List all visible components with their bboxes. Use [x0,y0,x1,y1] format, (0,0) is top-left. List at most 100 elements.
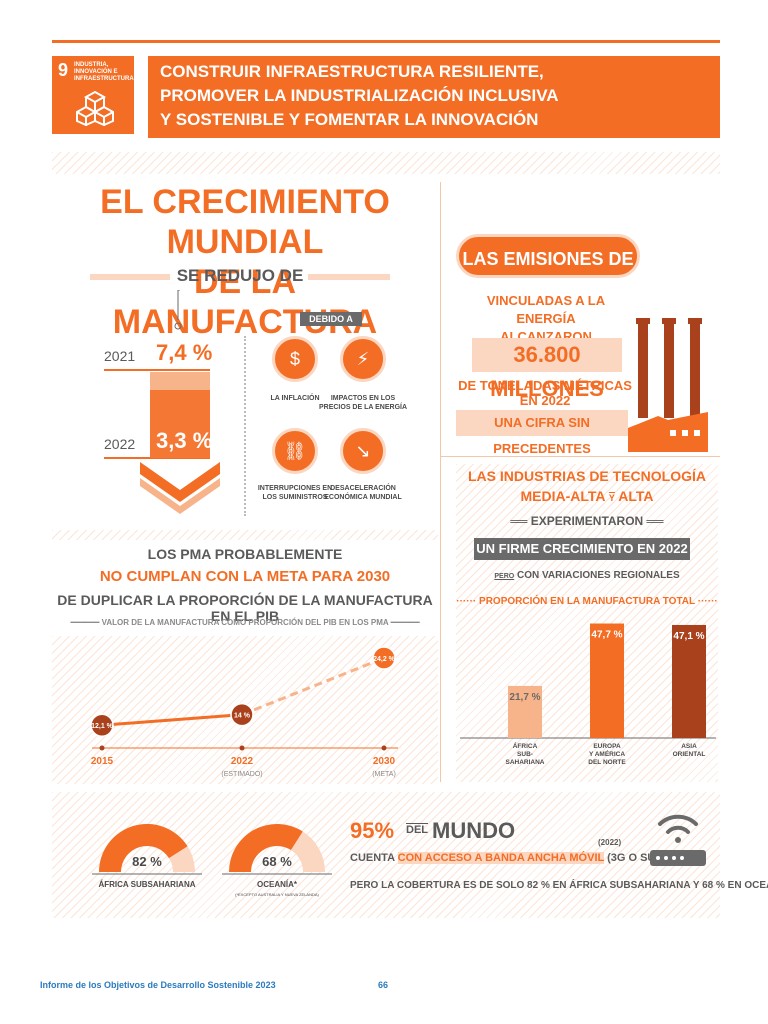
emissions-pill: LAS EMISIONES DE CO2 [456,234,640,317]
data-point [230,702,254,727]
goal-title-line: CONSTRUIR INFRAESTRUCTURA RESILIENTE, [160,62,544,81]
decorative-hatch-band [52,530,438,540]
column-separator [440,182,441,782]
gauge-value: 82 % [132,854,162,869]
subtitle-rule [308,274,390,280]
industries-growth-band: UN FIRME CRECIMIENTO EN 2022 [474,538,690,560]
goal-title-line: PROMOVER LA INDUSTRIALIZACIÓN INCLUSIVA [160,86,559,105]
gauge-africa: 82 % [92,824,202,875]
value-2022: 3,3 % [156,428,213,453]
sdg-goal-label: INDUSTRIA, INNOVACIÓN E INFRAESTRUCTURA [74,62,134,82]
header-title-band: CONSTRUIR INFRAESTRUCTURA RESILIENTE, PR… [148,56,720,138]
top-rule [52,40,720,43]
causes-tag: DEBIDO A [300,312,362,326]
broadband-line: CUENTA CON ACCESO A BANDA ANCHA MÓVIL (3… [350,852,701,864]
cubes-icon [76,90,114,126]
data-point-label: 24,2 % [373,656,396,663]
wifi-router-icon [650,814,706,866]
decorative-hatch-band [52,152,720,174]
data-point [372,646,396,670]
gauge-fill [229,824,303,872]
broadband-mundo: MUNDO [432,818,516,843]
ldc-chart-caption-text: VALOR DE LA MANUFACTURA COMO PROPORCIÓN … [101,618,389,627]
economic-slowdown-icon: ↘ [340,428,386,474]
cause-label: IMPACTOS EN LOS PRECIOS DE LA ENERGÍA [318,395,408,411]
broadband-line-a: CUENTA [350,852,395,864]
industries-variations-pero: PERO [494,573,515,580]
axis-tick [239,745,245,751]
subtitle-rule [90,274,170,280]
bar-value-label: 21,7 % [509,692,540,703]
industries-title-part: MEDIA-ALTA [520,488,605,504]
x-tick-label: 2015 [91,756,114,767]
data-point [90,713,114,737]
line-series-actual [101,713,243,727]
emissions-value: 36.800 MILLONES [472,338,622,401]
emissions-note: UNA CIFRA SIN PRECEDENTES [456,410,628,456]
industries-variations: PERO CON VARIACIONES REGIONALES [456,570,718,581]
manufacture-title-line: EL CRECIMIENTO MUNDIAL [100,183,390,261]
industries-experienced-text: EXPERIMENTARON [530,514,644,528]
cause-label: DESACELERACIÓN ECONÓMICA MUNDIAL [324,485,402,501]
industries-title: LAS INDUSTRIAS DE TECNOLOGÍA MEDIA-ALTA … [456,466,718,508]
goal-title-line: Y SOSTENIBLE Y FOMENTAR LA INNOVACIÓN [160,110,539,129]
broken-chain-icon: ⛓ [272,428,318,474]
industries-experienced: ══ EXPERIMENTARON ══ [510,514,664,528]
industries-share-label: ······ PROPORCIÓN EN LA MANUFACTURA TOTA… [456,596,718,607]
ldc-chart-caption: ━━━━━━ VALOR DE LA MANUFACTURA COMO PROP… [70,618,420,627]
footer-report-title: Informe de los Objetivos de Desarrollo S… [40,980,276,990]
data-point-label: 14 % [234,713,251,720]
bar-value-label: 47,7 % [591,630,622,641]
ldc-line: LOS PMA PROBABLEMENTE [147,546,343,562]
value-2021: 7,4 % [156,340,213,365]
industries-title-conj: Y [608,493,615,503]
industries-title-line: LAS INDUSTRIAS DE TECNOLOGÍA [467,468,706,484]
broadband-coverage-note: PERO LA COBERTURA ES DE SOLO 82 % EN ÁFR… [350,880,768,891]
industries-title-line: MEDIA-ALTA Y ALTA [456,486,718,508]
gauge-fill [99,824,188,872]
goal-title: CONSTRUIR INFRAESTRUCTURA RESILIENTE, PR… [160,60,559,132]
manufacture-title: EL CRECIMIENTO MUNDIAL DE LA MANUFACTURA [60,182,430,342]
emissions-pill-text: LAS EMISIONES DE CO [462,249,634,313]
manufacture-subtitle: SE REDUJO DE [176,266,304,285]
emissions-pill-subscript: 2 [558,302,565,317]
decline-arrow-graphic [104,290,220,514]
ldc-line-highlight: NO CUMPLAN CON LA META PARA 2030 [99,568,391,585]
broadband-panel [52,792,720,918]
energy-price-icon: ⚡ [340,336,386,382]
broadband-del: DEL [406,824,428,836]
gauge-oceania-note: (*EXCEPTO AUSTRALIA Y NUEVA ZELANDA) [235,892,319,897]
ldc-line: DE DUPLICAR LA PROPORCIÓN DE LA MANUFACT… [57,592,433,624]
gauge-oceania: 68 % [222,824,332,875]
cause-label: INTERRUPCIONES EN LOS SUMINISTROS [257,485,333,501]
sdg-goal-number: 9 [58,60,69,80]
bar-value-label: 47,1 % [673,631,704,642]
bar [590,623,624,738]
dotted-divider [244,336,246,516]
cause-label: LA INFLACIÓN [270,395,320,402]
emissions-unit: DE TONELADAS MÉTRICAS EN 2022 [458,378,632,408]
bar [672,624,706,738]
bar-category-label: ASIA ORIENTAL [673,743,706,758]
data-point-label: 12,1 % [91,723,114,730]
gauge-africa-label: ÁFRICA SUBSAHARIANA [98,880,196,889]
x-tick-note: (ESTIMADO) [221,771,262,778]
bar [508,685,542,738]
axis-tick [99,745,105,751]
sdg-goal-badge: 9 INDUSTRIA, INNOVACIÓN E INFRAESTRUCTUR… [52,56,134,134]
axis-tick [381,745,387,751]
row-separator [440,456,720,457]
x-tick-note: (META) [372,771,396,778]
year-2022-label: 2022 [104,436,136,452]
ldc-manufacturing-line-chart: 12,1 % 2015 14 % 2022 (ESTIMADO) 24,2 % 2030 (M… [52,636,438,784]
line-series-projected [241,656,385,717]
broadband-year: (2022) [598,838,622,847]
gauge-oceania-label: OCEANÍA* [256,880,297,889]
broadband-percent: 95% [350,818,395,843]
year-2021-label: 2021 [104,348,136,364]
industries-variations-text: CON VARIACIONES REGIONALES [517,570,680,581]
regional-share-bar-chart: 21,7 % ÁFRICA SUB-SAHARIANA 47,7 % EUROPA Y A… [460,623,716,766]
footer-page-number: 66 [378,980,389,990]
x-tick-label: 2030 [373,756,396,767]
bar-category-label: ÁFRICA SUB-SAHARIANA [506,741,545,766]
